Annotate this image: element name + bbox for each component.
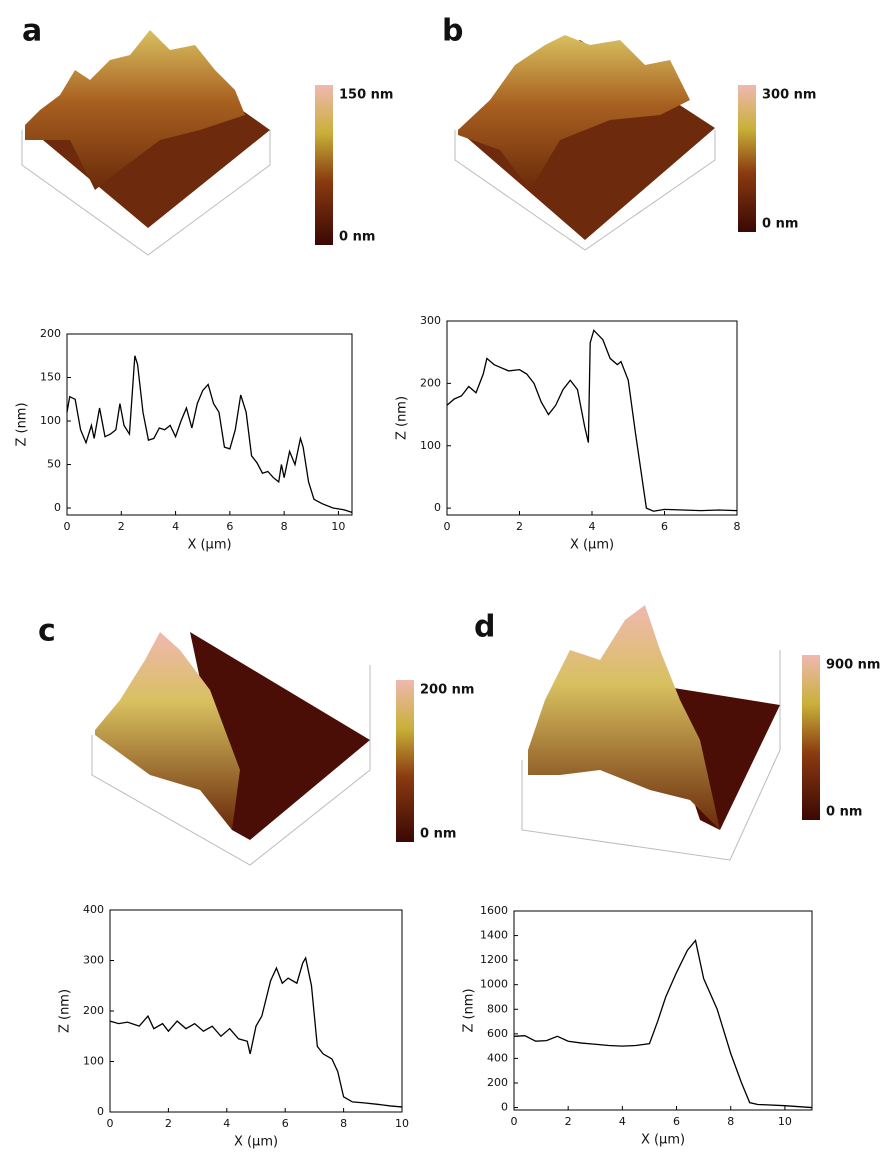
x-tick-label: 2 <box>165 1117 172 1130</box>
y-tick-label: 200 <box>83 1004 104 1017</box>
x-tick-label: 0 <box>511 1115 518 1128</box>
y-tick-label: 150 <box>40 371 61 384</box>
profile-line <box>513 939 813 1109</box>
panel-label: d <box>474 610 495 645</box>
x-tick-label: 8 <box>734 520 741 533</box>
x-tick-label: 2 <box>516 520 523 533</box>
x-tick-label: 2 <box>565 1115 572 1128</box>
x-tick-label: 0 <box>444 520 451 533</box>
surface-b <box>454 35 716 251</box>
colorbar-min: 0 nm <box>826 805 862 820</box>
y-tick-label: 1600 <box>480 904 508 917</box>
x-tick-label: 6 <box>673 1115 680 1128</box>
y-tick-label: 100 <box>40 414 61 427</box>
y-tick-label: 0 <box>54 501 61 514</box>
colorbar-min: 0 nm <box>420 827 456 842</box>
y-tick-label: 300 <box>83 954 104 967</box>
x-tick-label: 6 <box>661 520 668 533</box>
colorbar-max: 300 nm <box>762 88 816 103</box>
profile-line <box>109 956 403 1108</box>
y-axis-label: Z (nm) <box>58 989 73 1033</box>
colorbar-max: 200 nm <box>420 683 474 698</box>
x-tick-label: 4 <box>619 1115 626 1128</box>
y-tick-label: 100 <box>83 1055 104 1068</box>
y-tick-label: 200 <box>420 376 441 389</box>
y-tick-label: 50 <box>47 458 61 471</box>
colorbar <box>802 655 820 820</box>
x-tick-label: 8 <box>727 1115 734 1128</box>
y-tick-label: 200 <box>487 1076 508 1089</box>
x-tick-label: 0 <box>107 1117 114 1130</box>
x-tick-label: 2 <box>118 520 125 533</box>
colorbar-max: 150 nm <box>339 88 393 103</box>
panel-label: c <box>38 614 56 649</box>
x-tick-label: 8 <box>340 1117 347 1130</box>
colorbar <box>738 85 756 232</box>
y-tick-label: 1000 <box>480 978 508 991</box>
y-tick-label: 1200 <box>480 953 508 966</box>
x-tick-label: 10 <box>778 1115 792 1128</box>
y-tick-label: 800 <box>487 1002 508 1015</box>
profile-line <box>446 329 738 512</box>
profile-line <box>66 355 353 514</box>
plot-frame <box>513 910 813 1111</box>
plot-frame <box>446 320 738 516</box>
y-tick-label: 1400 <box>480 929 508 942</box>
y-tick-label: 300 <box>420 314 441 327</box>
x-tick-label: 4 <box>589 520 596 533</box>
panel-label: b <box>442 14 463 49</box>
surface-d <box>521 605 781 861</box>
y-tick-label: 600 <box>487 1027 508 1040</box>
y-tick-label: 200 <box>40 327 61 340</box>
y-tick-label: 0 <box>434 501 441 514</box>
x-tick-label: 8 <box>281 520 288 533</box>
x-tick-label: 10 <box>395 1117 409 1130</box>
x-tick-label: 6 <box>282 1117 289 1130</box>
x-axis-label: X (μm) <box>234 1135 278 1150</box>
colorbar-min: 0 nm <box>762 217 798 232</box>
y-tick-label: 400 <box>487 1051 508 1064</box>
x-axis-label: X (μm) <box>641 1133 685 1148</box>
y-axis-label: Z (nm) <box>395 396 410 440</box>
panel-label: a <box>22 14 42 49</box>
plot-frame <box>109 909 403 1113</box>
colorbar-min: 0 nm <box>339 230 375 245</box>
y-axis-label: Z (nm) <box>462 988 477 1032</box>
y-tick-label: 0 <box>501 1101 508 1114</box>
colorbar-max: 900 nm <box>826 658 880 673</box>
colorbar <box>396 680 414 842</box>
x-tick-label: 10 <box>331 520 345 533</box>
colorbar <box>315 85 333 245</box>
x-tick-label: 4 <box>223 1117 230 1130</box>
y-tick-label: 400 <box>83 903 104 916</box>
x-axis-label: X (μm) <box>187 538 231 553</box>
surface-c <box>91 632 371 866</box>
y-tick-label: 0 <box>97 1105 104 1118</box>
x-tick-label: 4 <box>172 520 179 533</box>
x-axis-label: X (μm) <box>570 538 614 553</box>
plot-frame <box>66 333 353 516</box>
x-tick-label: 6 <box>226 520 233 533</box>
y-tick-label: 100 <box>420 439 441 452</box>
y-axis-label: Z (nm) <box>15 402 30 446</box>
surface-a <box>21 30 271 256</box>
x-tick-label: 0 <box>64 520 71 533</box>
